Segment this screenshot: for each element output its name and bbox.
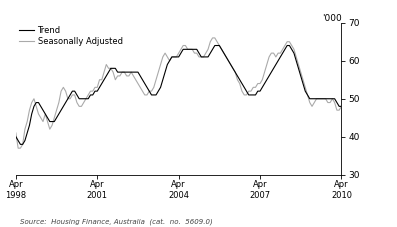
Legend: Trend, Seasonally Adjusted: Trend, Seasonally Adjusted	[17, 24, 124, 47]
Text: Source:  Housing Finance, Australia  (cat.  no.  5609.0): Source: Housing Finance, Australia (cat.…	[20, 218, 213, 225]
Text: '000: '000	[322, 14, 341, 23]
